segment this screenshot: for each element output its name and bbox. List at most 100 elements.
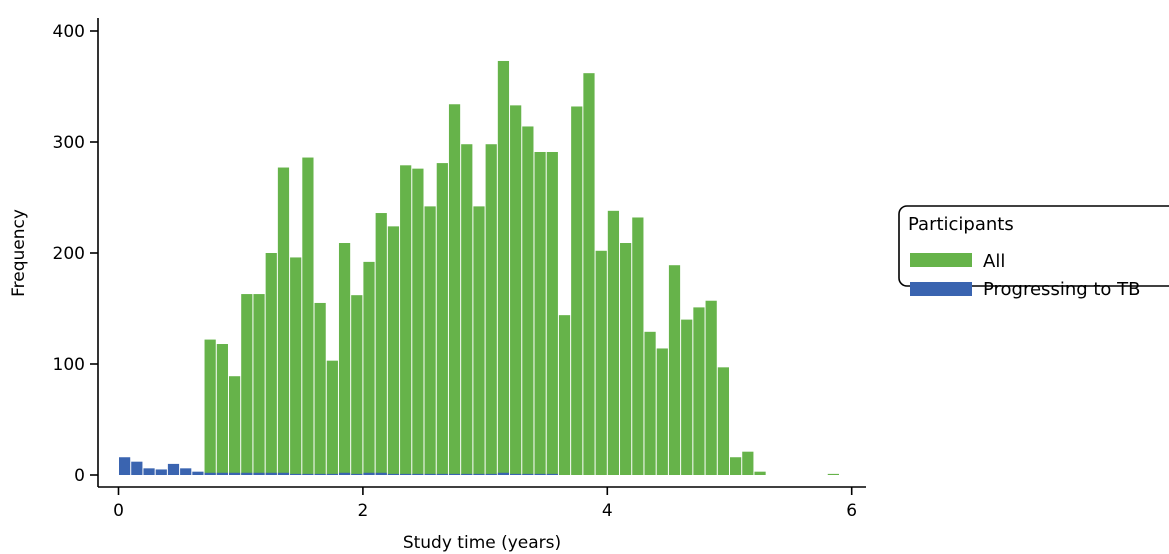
bar-progressing [155, 469, 167, 475]
legend-label-progressing: Progressing to TB [983, 279, 1141, 300]
bar-progressing [180, 468, 192, 475]
bar-all [717, 367, 729, 475]
x-tick-label: 0 [113, 501, 124, 521]
bar-progressing [192, 471, 204, 475]
legend-title: Participants [908, 214, 1014, 235]
bar-all [448, 104, 461, 475]
bar-progressing [412, 473, 424, 475]
bar-progressing [546, 473, 558, 475]
bars-all [204, 60, 839, 476]
bar-all [204, 339, 216, 475]
bar-progressing [497, 472, 510, 475]
bar-all [290, 257, 302, 475]
bar-progressing [351, 473, 363, 475]
x-axis-ticks: 0 2 4 6 [113, 487, 857, 521]
bar-all [400, 165, 412, 475]
bar-all [351, 295, 363, 475]
bar-all [730, 457, 742, 475]
bar-all [510, 105, 522, 476]
bar-progressing [277, 472, 290, 475]
bar-progressing [448, 473, 461, 475]
bar-progressing [228, 472, 241, 475]
bar-all [827, 473, 839, 475]
bar-all [693, 307, 705, 475]
bar-progressing [216, 472, 228, 475]
bar-all [583, 73, 595, 476]
bar-all [534, 151, 546, 476]
bar-all [412, 168, 424, 475]
bar-all [436, 163, 448, 475]
bar-all [497, 60, 510, 475]
bar-progressing [436, 473, 448, 475]
bar-all [558, 315, 571, 475]
bar-all [216, 344, 228, 475]
bar-progressing [510, 473, 522, 475]
bar-progressing [131, 461, 143, 475]
bar-progressing [143, 468, 155, 475]
bar-all [253, 294, 265, 475]
bar-all [742, 451, 754, 475]
bar-all [363, 261, 375, 475]
bar-all [302, 157, 314, 476]
y-axis-ticks: 0 100 200 300 400 [53, 22, 98, 486]
x-tick-label: 2 [357, 501, 368, 521]
bar-all [705, 300, 717, 475]
legend-swatch-progressing [910, 282, 972, 296]
bars-progressing [119, 457, 558, 475]
bar-all [375, 213, 387, 476]
bar-all [265, 253, 277, 475]
bar-progressing [338, 472, 351, 475]
bar-all [522, 126, 534, 476]
bar-all [620, 243, 632, 475]
bar-progressing [485, 473, 497, 475]
bar-all [228, 376, 241, 475]
bar-all [546, 151, 558, 476]
y-tick-label: 0 [74, 466, 85, 486]
bar-all [485, 144, 497, 475]
bar-progressing [522, 473, 534, 475]
bar-all [424, 206, 436, 475]
bar-all [632, 217, 644, 476]
bar-progressing [375, 472, 387, 475]
x-tick-label: 6 [846, 501, 857, 521]
bar-progressing [241, 472, 253, 475]
y-tick-label: 300 [53, 133, 85, 153]
bar-progressing [400, 473, 412, 475]
bar-all [754, 471, 766, 475]
bar-progressing [314, 473, 326, 475]
y-tick-label: 100 [53, 355, 85, 375]
bar-all [668, 265, 681, 475]
bar-all [314, 302, 326, 475]
bar-all [338, 243, 351, 475]
bar-progressing [167, 463, 180, 475]
legend: Participants All Progressing to TB [898, 205, 1169, 300]
x-tick-label: 4 [602, 501, 613, 521]
bar-all [681, 319, 693, 475]
bar-all [571, 106, 583, 475]
bar-progressing [326, 473, 338, 475]
bar-all [241, 294, 253, 475]
bar-progressing [363, 472, 375, 475]
bar-progressing [204, 472, 216, 475]
bar-progressing [387, 473, 400, 475]
legend-label-all: All [983, 251, 1005, 272]
bar-all [473, 206, 485, 475]
y-axis-label: Frequency [9, 209, 29, 297]
y-tick-label: 400 [53, 22, 85, 42]
bar-progressing [302, 473, 314, 475]
bar-progressing [424, 473, 436, 475]
bar-progressing [265, 472, 277, 475]
x-axis-label: Study time (years) [403, 533, 561, 553]
bar-all [326, 360, 338, 475]
bar-all [277, 167, 290, 475]
bar-progressing [290, 473, 302, 475]
bar-progressing [253, 472, 265, 475]
bar-all [387, 226, 400, 475]
y-tick-label: 200 [53, 244, 85, 264]
bar-progressing [534, 473, 546, 475]
bar-all [607, 210, 620, 475]
bar-progressing [473, 473, 485, 475]
bar-all [595, 250, 607, 475]
bar-all [656, 348, 668, 475]
